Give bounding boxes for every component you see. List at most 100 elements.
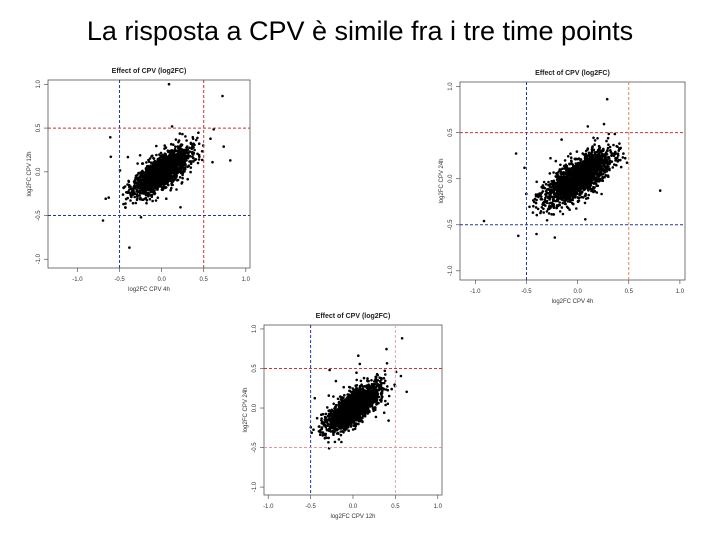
data-point (598, 177, 602, 181)
data-point (556, 196, 560, 200)
data-points (482, 97, 662, 239)
data-point (623, 156, 627, 160)
y-tick-label: 0.0 (36, 167, 42, 176)
data-point (343, 393, 346, 397)
data-point (587, 188, 590, 192)
data-point (350, 391, 353, 394)
y-tick-label: -0.5 (36, 210, 42, 221)
data-point (596, 179, 600, 182)
data-point (136, 162, 139, 165)
data-point (164, 182, 167, 186)
data-point (591, 156, 595, 159)
data-point (547, 180, 550, 184)
data-point (615, 163, 618, 167)
data-point (176, 152, 179, 156)
data-point (138, 154, 142, 157)
data-point (124, 202, 127, 205)
data-point (570, 162, 573, 165)
data-point (658, 189, 662, 192)
data-point (337, 438, 341, 441)
data-point (567, 197, 571, 200)
data-point (324, 432, 327, 436)
data-point (601, 179, 605, 183)
data-point (551, 198, 555, 201)
data-point (552, 171, 555, 174)
data-point (128, 185, 131, 189)
data-point (142, 171, 146, 174)
data-point (174, 154, 177, 157)
data-point (180, 182, 183, 185)
data-point (568, 208, 571, 211)
data-point (159, 166, 162, 169)
x-tick-label: -1.0 (72, 277, 83, 283)
data-point (556, 174, 560, 177)
data-point (541, 190, 545, 193)
data-point (190, 143, 194, 146)
data-point (590, 181, 594, 185)
data-point (558, 190, 561, 194)
data-point (534, 206, 538, 209)
scatter-plot-12h-vs-24h: Effect of CPV (log2FC)-1.0 -0.5 0.0 0.5 1.0-… (243, 313, 443, 520)
data-point (575, 176, 578, 179)
data-point (542, 207, 545, 211)
data-point (384, 379, 387, 383)
data-point (189, 170, 192, 174)
data-point (545, 188, 549, 191)
data-point (583, 201, 587, 205)
data-point (170, 186, 173, 190)
data-point (175, 169, 179, 172)
data-point (186, 177, 189, 181)
data-point (145, 201, 148, 205)
data-point (128, 191, 132, 195)
data-point (608, 168, 611, 172)
y-tick-label: 0.5 (448, 128, 454, 137)
data-point (158, 156, 162, 159)
data-point (136, 178, 139, 181)
x-tick-label: 0.0 (157, 277, 166, 283)
data-point (539, 192, 543, 195)
data-point (340, 398, 343, 401)
data-point (156, 183, 159, 187)
data-point (621, 156, 625, 159)
data-point (384, 373, 387, 376)
data-point (555, 192, 558, 195)
data-point (594, 151, 598, 154)
data-point (556, 204, 560, 208)
x-tick-label: -1.0 (263, 504, 274, 510)
data-point (171, 168, 174, 172)
data-point (143, 184, 147, 188)
chart-title: Effect of CPV (log2FC) (535, 70, 610, 77)
data-point (560, 138, 563, 141)
data-point (553, 236, 557, 239)
data-point (387, 394, 391, 398)
data-point (600, 157, 603, 161)
y-tick-label: 1.0 (252, 324, 258, 333)
data-point (582, 165, 585, 168)
data-point (616, 152, 620, 155)
x-tick-label: 0.0 (573, 289, 582, 295)
data-point (145, 161, 148, 164)
data-point (179, 153, 183, 157)
data-point (605, 139, 608, 143)
data-point (565, 187, 568, 190)
data-point (532, 204, 535, 208)
data-point (166, 166, 170, 170)
data-point (536, 193, 540, 196)
data-point (139, 182, 142, 185)
data-point (547, 212, 551, 215)
data-point (333, 430, 336, 434)
data-point (162, 180, 166, 183)
data-point (585, 156, 589, 159)
data-point (542, 186, 546, 189)
data-point (584, 194, 587, 197)
data-point (165, 197, 168, 200)
data-point (557, 180, 560, 183)
data-point (567, 190, 570, 193)
data-point (544, 204, 547, 207)
data-point (589, 174, 592, 177)
data-point (163, 173, 167, 176)
data-point (181, 157, 185, 160)
data-point (549, 201, 553, 205)
data-point (575, 178, 579, 182)
data-point (565, 182, 568, 185)
